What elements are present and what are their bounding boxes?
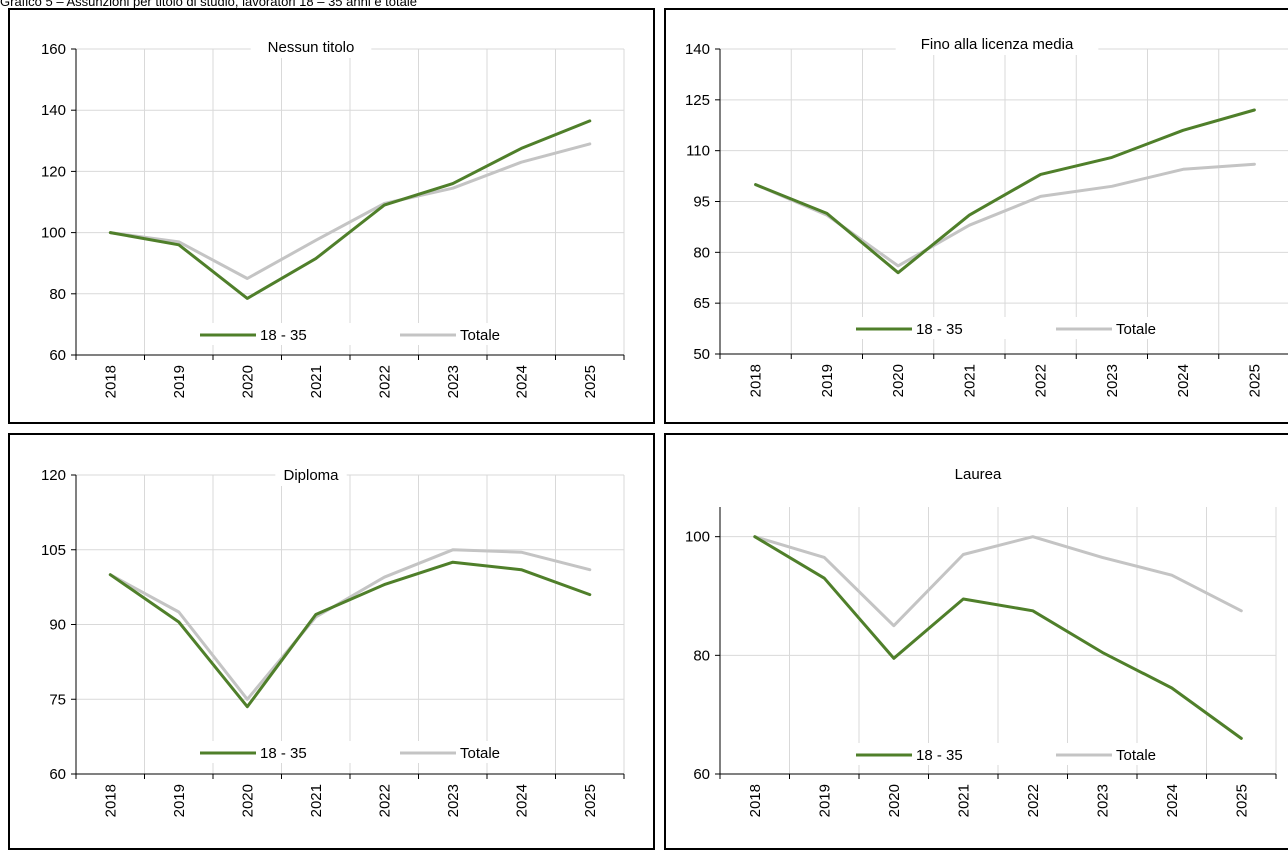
y-tick-label: 140 — [41, 102, 66, 119]
y-tick-label: 100 — [41, 225, 66, 242]
chart-title-bg — [275, 464, 347, 486]
chart-panel-laurea: 60 80 100 2018 2019 2020 2021 2022 2023 2024 2025 L… — [664, 433, 1288, 850]
x-tick-label: 2023 — [1104, 364, 1121, 397]
series-line — [108, 142, 592, 280]
chart-svg: 60 80 100 2018 2019 2020 2021 2022 2023 2024 2025 L… — [685, 463, 1277, 817]
x-tick-label: 2021 — [308, 784, 325, 817]
x-tick-label: 2022 — [376, 365, 393, 398]
y-tick-label: 160 — [41, 41, 66, 58]
series-line — [753, 535, 1243, 740]
chart-svg: 60 75 90 105 120 2018 2019 2020 2021 2022 2023 2024… — [41, 464, 625, 817]
x-tick-label: 2019 — [171, 365, 188, 398]
x-tick-label: 2021 — [955, 784, 972, 817]
chart-svg: 50 65 80 95 110 125 140 2018 2019 2020 2021 2022 202… — [685, 33, 1288, 397]
y-tick-label: 125 — [685, 92, 710, 109]
series-line — [108, 560, 592, 709]
chart-title: Diploma — [283, 467, 339, 484]
legend-bg — [848, 317, 1188, 339]
legend-bg — [848, 743, 1188, 765]
y-tick-label: 50 — [693, 346, 710, 363]
x-tick-label: 2018 — [102, 784, 119, 817]
x-tick-label: 2025 — [582, 784, 599, 817]
series-line — [108, 119, 592, 300]
legend-label: 18 - 35 — [260, 745, 307, 762]
x-tick-label: 2024 — [513, 365, 530, 398]
y-tick-label: 120 — [41, 163, 66, 180]
legend-bg — [192, 741, 532, 763]
x-tick-label: 2025 — [582, 365, 599, 398]
x-tick-label: 2020 — [890, 364, 907, 397]
series-line — [108, 548, 592, 701]
chart-title-bg — [895, 33, 1099, 55]
chart-title: Laurea — [955, 466, 1002, 483]
legend-label: 18 - 35 — [916, 747, 963, 764]
y-tick-label: 95 — [693, 194, 710, 211]
y-tick-label: 100 — [685, 529, 710, 546]
x-tick-label: 2024 — [513, 784, 530, 817]
x-tick-label: 2021 — [308, 365, 325, 398]
x-tick-label: 2018 — [102, 365, 119, 398]
legend-bg — [192, 323, 532, 345]
page-title: Grafico 5 – Assunzioni per titolo di stu… — [0, 0, 417, 9]
series-line — [754, 108, 1256, 275]
y-tick-label: 80 — [693, 647, 710, 664]
x-tick-label: 2020 — [239, 365, 256, 398]
y-tick-label: 75 — [49, 691, 66, 708]
x-tick-label: 2022 — [1025, 784, 1042, 817]
chart-panel-licenza-media: 50 65 80 95 110 125 140 2018 2019 2020 2021 2022 202… — [664, 8, 1288, 424]
y-tick-label: 120 — [41, 467, 66, 484]
x-tick-label: 2025 — [1233, 784, 1250, 817]
x-tick-label: 2024 — [1164, 784, 1181, 817]
series-line — [753, 535, 1243, 628]
x-tick-label: 2020 — [239, 784, 256, 817]
legend-label: Totale — [1116, 747, 1156, 764]
x-tick-label: 2024 — [1175, 364, 1192, 397]
y-tick-label: 90 — [49, 617, 66, 634]
legend-label: Totale — [1116, 321, 1156, 338]
chart-svg: 60 80 100 120 140 160 2018 2019 2020 2021 2022 2023… — [41, 36, 625, 398]
y-tick-label: 80 — [693, 244, 710, 261]
chart-title: Nessun titolo — [268, 39, 355, 56]
y-tick-label: 60 — [49, 766, 66, 783]
y-tick-label: 80 — [49, 286, 66, 303]
y-tick-label: 60 — [693, 766, 710, 783]
y-tick-label: 110 — [686, 143, 710, 160]
legend-label: Totale — [460, 327, 500, 344]
legend-label: Totale — [460, 745, 500, 762]
x-tick-label: 2023 — [445, 365, 462, 398]
x-tick-label: 2022 — [1033, 364, 1050, 397]
x-tick-label: 2020 — [886, 784, 903, 817]
legend-label: 18 - 35 — [916, 321, 963, 338]
chart-panel-nessun-titolo: 60 80 100 120 140 160 2018 2019 2020 2021 2022 2023… — [8, 8, 655, 424]
x-tick-label: 2023 — [445, 784, 462, 817]
x-tick-label: 2019 — [816, 784, 833, 817]
x-tick-label: 2025 — [1246, 364, 1263, 397]
x-tick-label: 2022 — [376, 784, 393, 817]
x-tick-label: 2019 — [171, 784, 188, 817]
y-tick-label: 105 — [41, 542, 66, 559]
x-tick-label: 2018 — [747, 784, 764, 817]
chart-title-bg — [946, 463, 1010, 485]
x-tick-label: 2018 — [748, 364, 765, 397]
x-tick-label: 2023 — [1094, 784, 1111, 817]
x-tick-label: 2021 — [961, 364, 978, 397]
chart-title: Fino alla licenza media — [921, 36, 1074, 53]
y-tick-label: 65 — [693, 295, 710, 312]
chart-title-bg — [250, 36, 372, 58]
chart-panel-diploma: 60 75 90 105 120 2018 2019 2020 2021 2022 2023 2024… — [8, 433, 655, 850]
x-tick-label: 2019 — [819, 364, 836, 397]
y-tick-label: 60 — [49, 347, 66, 364]
y-tick-label: 140 — [685, 41, 710, 58]
legend-label: 18 - 35 — [260, 327, 307, 344]
